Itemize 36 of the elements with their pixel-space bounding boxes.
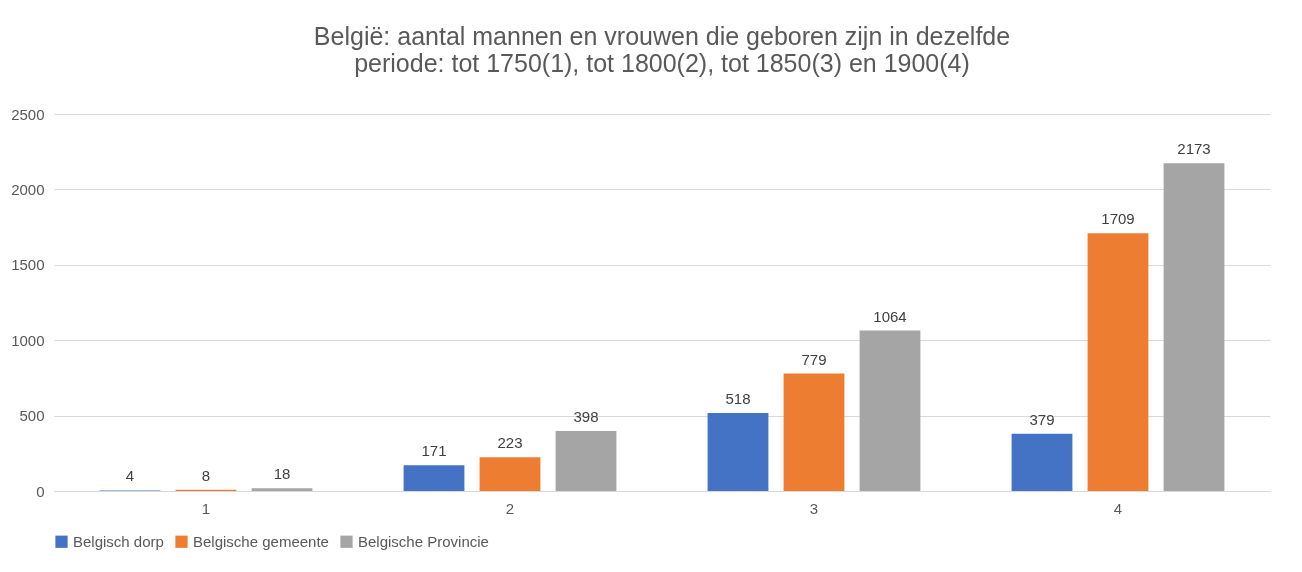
- legend-label: Belgische Provincie: [358, 532, 489, 550]
- y-tick-label: 1000: [11, 331, 45, 349]
- chart-title: België: aantal mannen en vrouwen die geboren zijn in dezelfde periode: tot 1750(1), tot 1800(2), tot 1850(3) en 1900(4): [313, 22, 1011, 77]
- bar: [1087, 233, 1149, 491]
- bar: [251, 488, 313, 491]
- data-label: 8: [201, 466, 211, 484]
- bar: [403, 465, 465, 491]
- x-tick-label: 1: [201, 499, 211, 517]
- data-label: 4: [125, 467, 135, 485]
- y-tick-label: 0: [36, 482, 45, 500]
- data-label: 518: [725, 389, 751, 407]
- x-tick-label: 3: [809, 499, 819, 517]
- data-label: 1064: [873, 307, 907, 325]
- bar: [1011, 433, 1073, 491]
- data-label: 171: [421, 442, 447, 460]
- bar: [783, 373, 845, 491]
- bar: [707, 412, 769, 491]
- data-label: 779: [801, 350, 827, 368]
- y-tick-label: 500: [19, 407, 45, 425]
- y-tick-label: 2000: [11, 180, 45, 198]
- data-label: 18: [273, 465, 291, 483]
- data-label: 398: [573, 407, 599, 425]
- bar: [1163, 163, 1225, 491]
- bar: [479, 457, 541, 491]
- legend-label: Belgische gemeente: [193, 532, 329, 550]
- bar: [555, 430, 617, 491]
- x-tick-label: 4: [1113, 499, 1123, 517]
- y-tick-label: 1500: [11, 256, 45, 274]
- data-label: 1709: [1101, 210, 1135, 228]
- bar: [859, 330, 921, 491]
- data-label: 223: [497, 434, 523, 452]
- y-tick-label: 2500: [11, 105, 45, 123]
- data-label: 379: [1029, 410, 1055, 428]
- x-tick-label: 2: [505, 499, 515, 517]
- data-label: 2173: [1177, 140, 1211, 158]
- legend-label: Belgisch dorp: [73, 532, 164, 550]
